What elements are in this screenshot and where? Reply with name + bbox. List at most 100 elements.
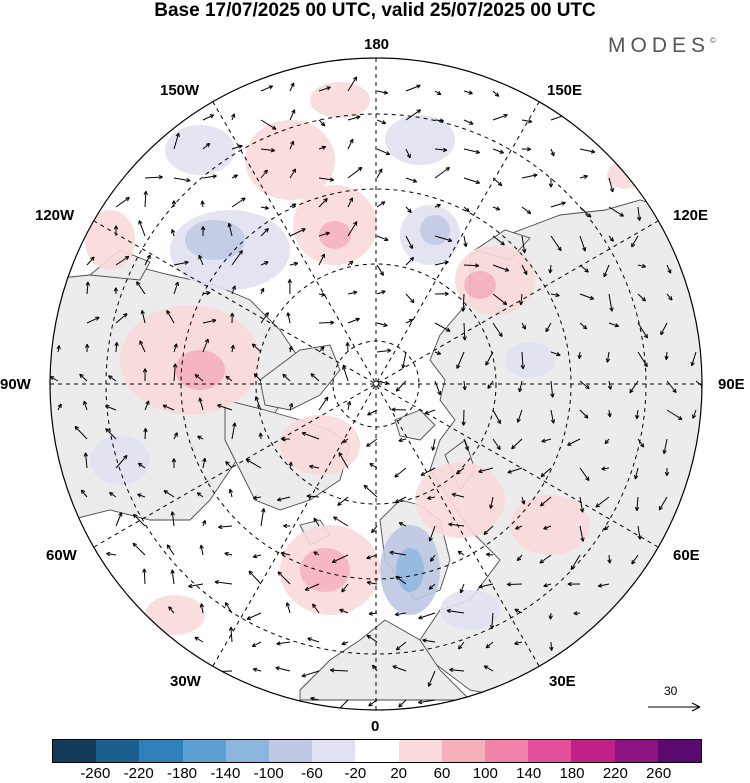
wind-vector-head — [489, 625, 495, 630]
wind-vector — [432, 438, 436, 451]
wind-vector-head — [288, 345, 293, 351]
wind-vector-head — [398, 703, 403, 708]
anomaly-pos — [464, 271, 496, 299]
wind-vector-head — [609, 237, 614, 242]
wind-vector-head — [521, 500, 526, 505]
wind-vector — [460, 583, 465, 594]
wind-vector — [518, 380, 523, 393]
wind-vector-head — [475, 179, 481, 185]
wind-vector-head — [329, 177, 334, 182]
wind-vector — [418, 612, 436, 619]
wind-vector-head — [260, 287, 265, 293]
wind-vector — [405, 257, 414, 266]
wind-vector — [608, 409, 611, 418]
wind-vector-head — [457, 550, 463, 555]
wind-vector — [79, 373, 88, 382]
wind-vector-head — [478, 584, 483, 589]
wind-vector-head — [394, 499, 400, 503]
wind-vector — [366, 438, 378, 447]
wind-vector-head — [381, 290, 386, 295]
wind-vector-head — [660, 330, 665, 336]
wind-vector — [289, 140, 294, 150]
graticule — [50, 58, 702, 710]
wind-vector-head — [204, 338, 209, 344]
wind-vector — [376, 90, 388, 94]
wind-vector — [606, 351, 610, 363]
wind-vector-head — [459, 588, 464, 594]
wind-vector — [545, 322, 552, 333]
wind-vector-head — [465, 207, 470, 213]
wind-vector — [318, 396, 329, 411]
wind-vector — [252, 668, 262, 672]
anomaly-neg — [440, 590, 500, 630]
wind-vector — [289, 168, 297, 179]
colorbar-swatch — [571, 740, 615, 762]
wind-vector-head — [324, 396, 329, 402]
wind-vector — [608, 177, 614, 193]
wind-vector-head — [445, 327, 451, 332]
colorbar-swatch — [269, 740, 313, 762]
wind-vector — [637, 206, 641, 221]
wind-vector — [376, 322, 388, 327]
wind-vector-head — [456, 364, 461, 369]
colorbar-swatch — [312, 740, 356, 762]
wind-vector — [143, 568, 146, 585]
wind-vector-head — [548, 615, 553, 620]
wind-vector-head — [498, 332, 503, 338]
wind-vector — [307, 637, 320, 643]
wind-vector-head — [384, 380, 390, 386]
wind-vector-head — [514, 640, 519, 646]
wind-vector-head — [416, 109, 422, 114]
wind-vector — [631, 235, 639, 248]
wind-vector-head — [275, 666, 280, 671]
wind-vector — [289, 82, 295, 92]
wind-vector — [347, 138, 354, 150]
wind-vector — [228, 223, 233, 237]
wind-vector-head — [521, 325, 526, 330]
wind-vector-head — [321, 253, 325, 258]
wind-vector-head — [548, 269, 553, 274]
wind-vector — [225, 375, 233, 382]
wind-vector-head — [668, 296, 673, 301]
anomaly-pos — [280, 415, 360, 475]
wind-vector-head — [603, 525, 609, 531]
wind-vector — [665, 351, 668, 360]
wind-vector-head — [462, 336, 467, 341]
wind-vector — [231, 344, 234, 353]
wind-vector-head — [391, 407, 396, 412]
wind-vector — [115, 512, 123, 527]
wind-vector-head — [448, 522, 453, 527]
wind-vector — [395, 612, 407, 616]
wind-vector-head — [184, 260, 189, 265]
wind-vector-head — [264, 228, 269, 233]
wind-vector — [281, 438, 291, 440]
land-arctic-islands — [259, 344, 341, 411]
wind-vector — [449, 669, 465, 672]
wind-vector-head — [276, 497, 282, 502]
wind-vector-head — [136, 281, 141, 286]
wind-vector-head — [485, 552, 491, 557]
wind-vector — [310, 373, 320, 382]
wind-vector-head — [225, 375, 231, 381]
wind-vector-head — [125, 196, 130, 202]
colorbar-tick-label: 180 — [559, 765, 585, 782]
wind-vector-head — [516, 556, 522, 562]
map-title: Base 17/07/2025 00 UTC, valid 25/07/2025… — [154, 0, 596, 21]
colorbar-tick-label: 260 — [646, 765, 672, 782]
wind-vector — [658, 496, 668, 511]
wind-vector — [138, 220, 146, 237]
wind-vector-head — [323, 198, 328, 203]
wind-vector-head — [504, 267, 510, 272]
wind-vector — [333, 516, 349, 527]
wind-vector-head — [251, 642, 257, 647]
wind-vector-head — [583, 174, 588, 179]
wind-vector-head — [105, 428, 110, 433]
wind-vector-head — [380, 201, 386, 206]
wind-vector-head — [337, 501, 342, 506]
wind-vector-head — [282, 373, 287, 379]
wind-vector — [516, 554, 523, 562]
wind-vector — [463, 206, 470, 213]
wind-vector — [347, 221, 358, 237]
lon-label-90w: 90W — [0, 376, 31, 393]
wind-vector-head — [436, 90, 442, 96]
